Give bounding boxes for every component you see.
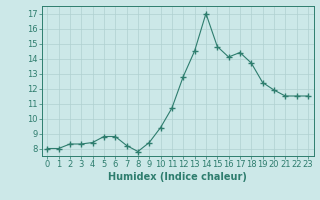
X-axis label: Humidex (Indice chaleur): Humidex (Indice chaleur) <box>108 172 247 182</box>
